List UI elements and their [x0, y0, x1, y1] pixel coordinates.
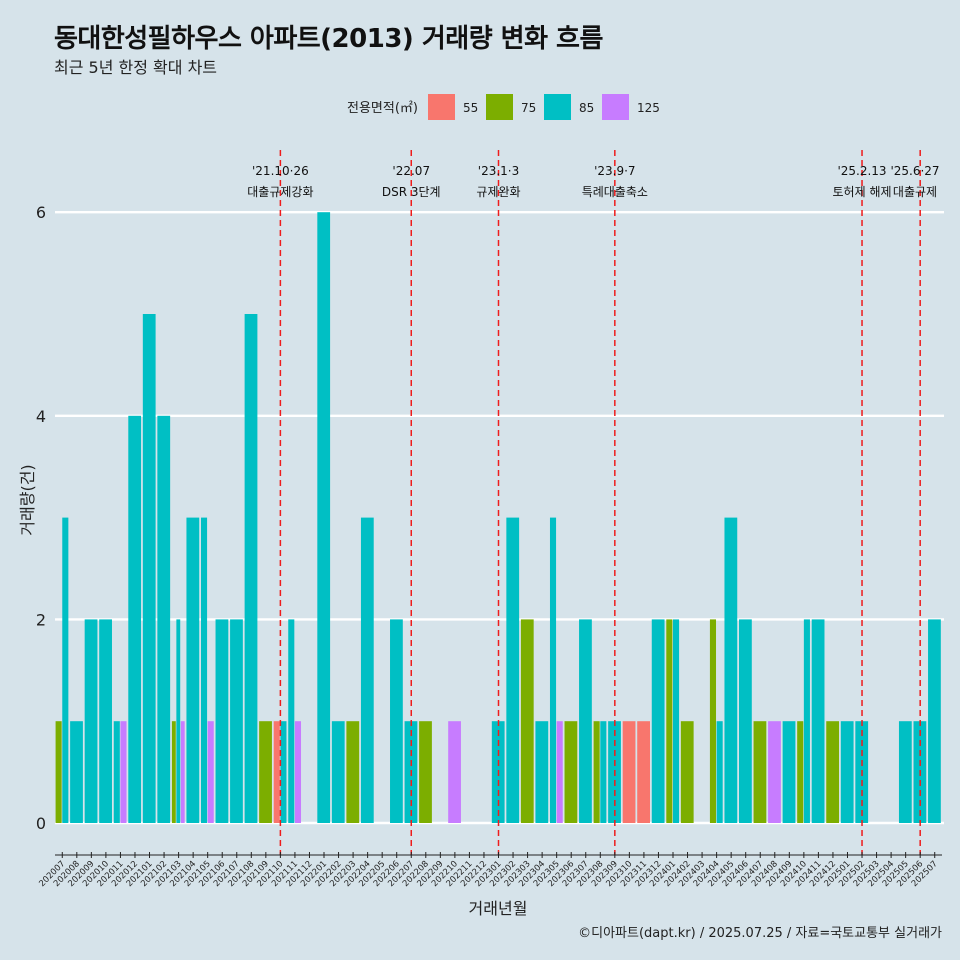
y-tick-label: 4: [36, 407, 46, 426]
bar-202308-85: [600, 721, 607, 823]
bar-202410-75: [797, 721, 804, 823]
bar-202311-55: [637, 721, 650, 823]
bar-202412-75: [826, 721, 840, 823]
bar-202409-85: [782, 721, 796, 823]
bar-202306-75: [564, 721, 578, 823]
bar-202103-75: [171, 721, 176, 823]
bar-202007-85: [62, 517, 69, 823]
bar-202505-85: [898, 721, 912, 823]
y-tick-label: 6: [36, 203, 46, 222]
event-label-202502: 토허제 해제: [833, 185, 892, 199]
bar-202406-85: [739, 619, 752, 823]
event-date-202207: '22.07: [392, 164, 430, 178]
bar-202010-85: [99, 619, 112, 823]
legend-label-55: 55: [463, 101, 478, 115]
bar-202308-75: [593, 721, 600, 823]
bar-202108-85: [244, 314, 258, 823]
chart-title: 동대한성필하우스 아파트(2013) 거래량 변화 흐름: [54, 24, 603, 54]
event-annotations: '21.10·26 대출규제강화 '22.07 DSR 3단계 '23.1·3 규제완화 '…: [247, 150, 940, 855]
bar-202411-85: [811, 619, 825, 823]
legend-swatch-125: [602, 94, 629, 120]
bar-202111-85: [288, 619, 295, 823]
bar-202111-125: [294, 721, 302, 823]
event-label-202301: 규제완화: [476, 185, 520, 199]
bar-202401-85: [672, 619, 680, 823]
legend-label-125: 125: [637, 101, 660, 115]
bar-202501-85: [840, 721, 854, 823]
bar-202310-55: [622, 721, 636, 823]
legend-swatch-55: [428, 94, 455, 120]
event-label-202506: 대출규제: [893, 185, 937, 199]
bar-202109-75: [259, 721, 272, 823]
event-label-202207: DSR 3단계: [382, 185, 441, 199]
bar-202101-85: [142, 314, 156, 823]
event-label-202110: 대출규제강화: [247, 185, 313, 199]
bar-202303-75: [520, 619, 534, 823]
bar-202307-85: [579, 619, 592, 823]
legend: 전용면적(㎡) 55 75 85 125: [347, 94, 660, 120]
legend-title: 전용면적(㎡): [347, 101, 418, 116]
bar-202007-75: [55, 721, 62, 823]
legend-label-85: 85: [579, 101, 594, 115]
bar-202312-85: [651, 619, 665, 823]
bar-202009-85: [84, 619, 98, 823]
event-date-202301: '23.1·3: [478, 164, 519, 178]
bar-202110-85: [280, 721, 287, 823]
bar-202008-85: [70, 721, 83, 823]
legend-swatch-85: [544, 94, 571, 120]
bar-202203-75: [346, 721, 360, 823]
x-axis-label: 거래년월: [469, 899, 528, 918]
bar-202305-85: [549, 517, 557, 823]
bar-202405-85: [724, 517, 738, 823]
bar-202012-85: [128, 415, 142, 823]
bar-202102-85: [157, 415, 171, 823]
bar-202208-75: [419, 721, 432, 823]
legend-label-75: 75: [521, 101, 536, 115]
bar-202105-125: [207, 721, 214, 823]
bar-202103-85: [176, 619, 181, 823]
bars: [55, 212, 941, 823]
y-tick-label: 2: [36, 610, 46, 629]
bar-202107-85: [230, 619, 243, 823]
bar-202011-85: [113, 721, 120, 823]
bar-202404-85: [716, 721, 723, 823]
event-label-202309: 특례대출축소: [582, 185, 648, 199]
bar-202408-125: [768, 721, 781, 823]
event-date-202506: '25.6·27: [890, 164, 939, 178]
y-tick-label: 0: [36, 814, 46, 833]
bar-202201-85: [317, 212, 331, 823]
bar-202305-125: [556, 721, 563, 823]
y-axis-label: 거래량(건): [18, 464, 37, 535]
event-date-202309: '23.9·7: [594, 164, 635, 178]
event-date-202502: '25.2.13: [837, 164, 886, 178]
bar-202103-125: [180, 721, 185, 823]
bar-202402-75: [680, 721, 694, 823]
bar-202104-85: [186, 517, 200, 823]
bar-202206-85: [390, 619, 403, 823]
bar-202304-85: [535, 721, 549, 823]
bar-202401-75: [666, 619, 673, 823]
bar-202202-85: [331, 721, 345, 823]
bar-202011-125: [120, 721, 127, 823]
bar-202507-85: [928, 619, 941, 823]
source-caption: ©디아파트(dapt.kr) / 2025.07.25 / 자료=국토교통부 실…: [578, 926, 942, 941]
event-date-202110: '21.10·26: [252, 164, 309, 178]
bar-202204-85: [360, 517, 374, 823]
bar-202302-85: [506, 517, 520, 823]
bar-202404-75: [709, 619, 717, 823]
chart-subtitle: 최근 5년 한정 확대 차트: [54, 58, 218, 77]
legend-swatch-75: [486, 94, 513, 120]
bar-202110-55: [273, 721, 280, 823]
bar-202410-85: [803, 619, 810, 823]
bar-202210-125: [448, 721, 461, 823]
bar-202106-85: [215, 619, 229, 823]
bar-202105-85: [200, 517, 208, 823]
bar-202407-75: [753, 721, 767, 823]
